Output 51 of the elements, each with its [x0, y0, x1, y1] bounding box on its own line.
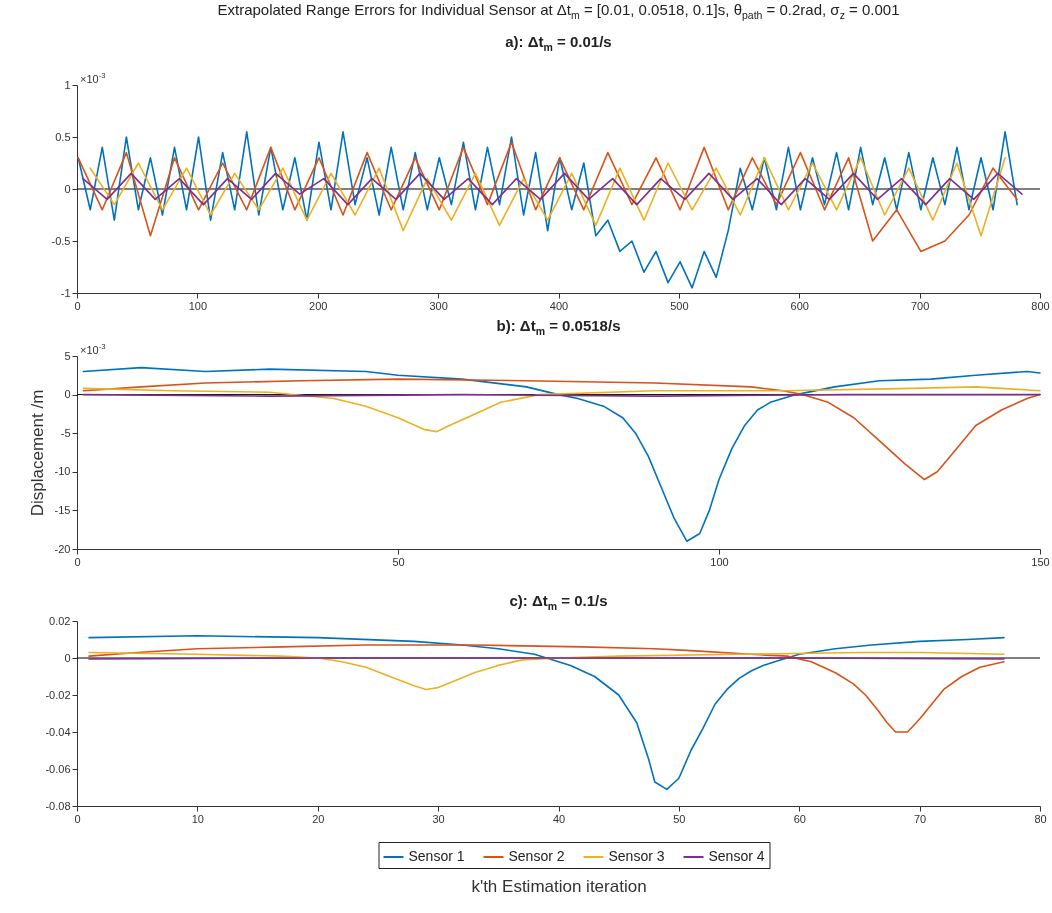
- y-tick-label: -0.5: [51, 234, 71, 247]
- y-tick-label: 0: [64, 651, 71, 664]
- chart-title: Extrapolated Range Errors for Individual Sensor at Δt$_{m}$ = [0.01, 0.0518, 0.1]s, θ$_{path}$ = 0.2rad, σ$_{z}$ = 0.001: [216, 0, 901, 21]
- x-tick-label: 10: [191, 812, 204, 825]
- y-tick-label: -1: [60, 286, 71, 299]
- x-axis-title: k'th Estimation iteration: [471, 876, 647, 896]
- y-tick-label: 1: [64, 78, 71, 91]
- y-axis-title: Displacement /m: [27, 389, 47, 517]
- y-tick-label: -5: [60, 426, 71, 439]
- x-tick-label: 0: [74, 555, 81, 568]
- x-tick-label: 100: [710, 555, 729, 568]
- x-tick-label: 200: [309, 299, 328, 312]
- y-tick-label: -15: [54, 503, 71, 516]
- text: ×10$^{-3}$: [80, 342, 106, 356]
- legend-label: Sensor 3: [608, 848, 665, 864]
- x-tick-label: 0: [74, 812, 81, 825]
- y-tick-label: 0: [64, 182, 71, 195]
- x-tick-label: 80: [1034, 812, 1047, 825]
- x-tick-label: 50: [673, 812, 686, 825]
- y-tick-label: -0.08: [45, 799, 71, 812]
- x-tick-label: 60: [793, 812, 806, 825]
- y-tick-label: 0: [64, 388, 71, 401]
- y-tick-label: 0.5: [55, 130, 71, 143]
- chart-subtitle: a): Δt$_{m}$ = 0.01/s: [504, 32, 613, 53]
- x-tick-label: 600: [790, 299, 809, 312]
- x-tick-label: 30: [432, 812, 445, 825]
- text: ×10$^{-3}$: [80, 71, 106, 85]
- chart-title: b): Δt$_{m}$ = 0.0518/s: [495, 316, 622, 337]
- x-tick-label: 800: [1031, 299, 1050, 312]
- x-tick-label: 400: [549, 299, 569, 312]
- chart-title: c): Δt$_{m}$ = 0.1/s: [508, 591, 609, 612]
- y-tick-label: 5: [64, 349, 71, 362]
- y-tick-label: 0.02: [49, 614, 71, 627]
- x-tick-label: 40: [552, 812, 566, 825]
- x-tick-label: 0: [74, 299, 81, 312]
- x-tick-label: 700: [910, 299, 930, 312]
- y-tick-label: -20: [54, 542, 71, 555]
- x-tick-label: 70: [914, 812, 927, 825]
- x-tick-label: 150: [1031, 555, 1050, 568]
- x-tick-label: 50: [392, 555, 405, 568]
- legend-label: Sensor 4: [708, 848, 765, 864]
- x-tick-label: 300: [429, 299, 448, 312]
- legend-label: Sensor 1: [408, 848, 465, 864]
- y-tick-label: -0.04: [45, 725, 71, 738]
- y-tick-label: -0.06: [45, 762, 71, 775]
- x-tick-label: 100: [188, 299, 208, 312]
- x-tick-label: 500: [670, 299, 689, 312]
- legend-label: Sensor 2: [508, 848, 565, 864]
- y-tick-label: -10: [54, 465, 71, 478]
- y-tick-label: -0.02: [45, 688, 71, 701]
- x-tick-label: 20: [312, 812, 325, 825]
